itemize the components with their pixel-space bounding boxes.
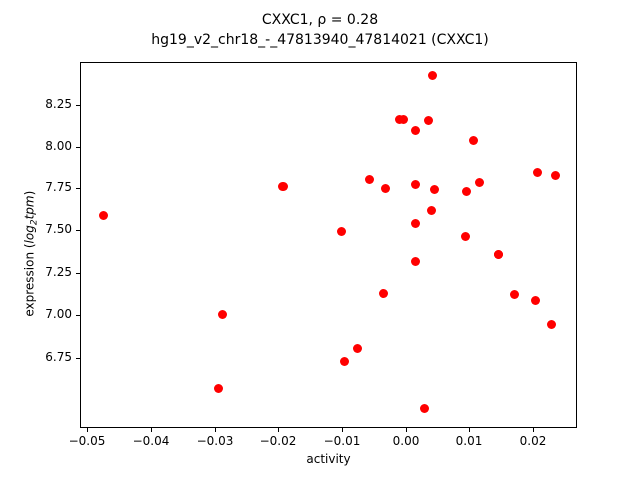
y-axis-tick: [76, 147, 80, 148]
data-point: [278, 181, 288, 191]
y-axis-tick-label: 6.75: [45, 350, 72, 364]
data-point: [427, 70, 437, 80]
y-axis-label-math-base: log: [22, 225, 37, 244]
data-point: [339, 356, 349, 366]
data-point: [217, 309, 227, 319]
data-point: [493, 249, 503, 259]
y-axis-tick-label: 7.75: [45, 180, 72, 194]
data-point: [410, 256, 420, 266]
data-point: [364, 174, 374, 184]
y-axis-tick: [76, 358, 80, 359]
y-axis-label: expression (log2tpm): [22, 144, 39, 364]
x-axis-tick-label: 0.01: [455, 434, 483, 448]
y-axis-label-prefix: expression (: [22, 243, 37, 317]
data-point: [410, 125, 420, 135]
data-point: [410, 179, 420, 189]
x-axis-tick: [215, 428, 216, 432]
y-axis-tick: [76, 230, 80, 231]
title-line-1: CXXC1, ρ = 0.28: [261, 12, 379, 28]
x-axis-tick-label: −0.01: [323, 434, 361, 448]
x-axis-tick: [406, 428, 407, 432]
data-point: [380, 183, 390, 193]
y-axis-tick-label: 8.25: [45, 97, 72, 111]
data-point: [419, 403, 429, 413]
data-point: [546, 319, 556, 329]
data-point: [530, 295, 540, 305]
x-axis-tick: [278, 428, 279, 432]
y-axis-label-math-sub: 2: [29, 219, 40, 226]
y-axis-label-suffix: ): [22, 190, 37, 196]
y-axis-tick-label: 7.00: [45, 307, 72, 321]
data-point: [474, 177, 484, 187]
figure-title: CXXC1, ρ = 0.28 hg19_v2_chr18_-_47813940…: [0, 10, 640, 50]
data-point: [98, 210, 108, 220]
x-axis-tick-label: −0.05: [68, 434, 106, 448]
data-point: [352, 343, 362, 353]
y-axis-tick: [76, 315, 80, 316]
y-axis-tick-label: 7.25: [45, 265, 72, 279]
data-point: [423, 115, 433, 125]
x-axis-label: activity: [306, 452, 351, 466]
data-point: [394, 114, 404, 124]
data-point: [429, 184, 439, 194]
data-point: [550, 170, 560, 180]
y-axis-tick: [76, 105, 80, 106]
y-axis-tick-label: 7.50: [45, 222, 72, 236]
data-point: [378, 288, 388, 298]
x-axis-tick-label: −0.02: [259, 434, 297, 448]
x-axis-tick-label: −0.04: [132, 434, 170, 448]
data-point: [410, 218, 420, 228]
data-point: [468, 135, 478, 145]
y-axis-tick: [76, 188, 80, 189]
x-axis-tick: [87, 428, 88, 432]
x-axis-tick: [533, 428, 534, 432]
data-point: [336, 226, 346, 236]
plot-axes: [80, 62, 577, 428]
x-axis-tick-label: 0.00: [392, 434, 420, 448]
title-line-2: hg19_v2_chr18_-_47813940_47814021 (CXXC1…: [151, 32, 489, 48]
data-point: [460, 231, 470, 241]
data-point: [426, 205, 436, 215]
y-axis-tick: [76, 273, 80, 274]
data-point: [461, 186, 471, 196]
data-point: [213, 383, 223, 393]
data-point: [532, 167, 542, 177]
y-axis-tick-label: 8.00: [45, 139, 72, 153]
y-axis-label-math-tail: tpm: [22, 195, 37, 220]
x-axis-tick-label: −0.03: [196, 434, 234, 448]
x-axis-tick: [342, 428, 343, 432]
x-axis-tick: [469, 428, 470, 432]
x-axis-tick: [151, 428, 152, 432]
x-axis-tick-label: 0.02: [519, 434, 547, 448]
scatter-points-layer: [81, 63, 576, 427]
data-point: [509, 289, 519, 299]
